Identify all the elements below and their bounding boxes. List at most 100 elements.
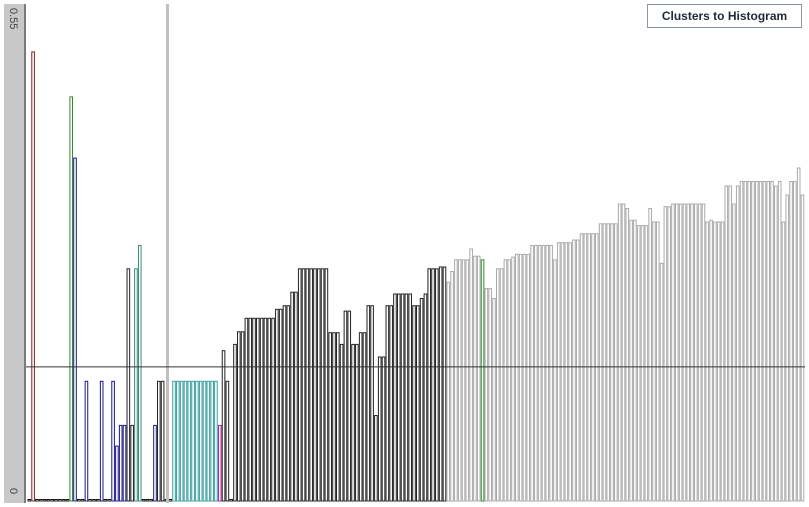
histogram-bar[interactable] — [351, 343, 355, 502]
histogram-bar[interactable] — [545, 244, 550, 502]
histogram-bar[interactable] — [732, 203, 736, 502]
histogram-bar[interactable] — [278, 308, 283, 502]
clusters-to-histogram-button[interactable]: Clusters to Histogram — [647, 4, 802, 28]
histogram-bar[interactable] — [233, 343, 237, 502]
histogram-bar[interactable] — [678, 203, 683, 502]
histogram-bar[interactable] — [57, 499, 62, 502]
histogram-bar[interactable] — [606, 223, 611, 502]
histogram-bar[interactable] — [252, 317, 256, 502]
histogram-bar[interactable] — [648, 208, 652, 502]
histogram-bar[interactable] — [705, 221, 710, 502]
histogram-bar[interactable] — [785, 194, 790, 502]
histogram-bar[interactable] — [751, 181, 755, 502]
histogram-bar[interactable] — [534, 244, 538, 502]
histogram-bar[interactable] — [202, 380, 207, 502]
histogram-bar[interactable] — [636, 225, 641, 502]
histogram-bar[interactable] — [713, 221, 717, 502]
histogram-bar[interactable] — [716, 221, 721, 502]
histogram-bar[interactable] — [214, 380, 218, 502]
histogram-bar[interactable] — [423, 293, 428, 502]
histogram-bar[interactable] — [652, 221, 656, 502]
histogram-bar[interactable] — [301, 268, 306, 502]
histogram-bar[interactable] — [663, 206, 668, 502]
histogram-bar[interactable] — [381, 356, 386, 502]
histogram-bar[interactable] — [179, 380, 184, 502]
histogram-bar[interactable] — [240, 331, 245, 502]
histogram-bar[interactable] — [800, 194, 805, 502]
histogram-bar[interactable] — [50, 499, 54, 502]
histogram-bar[interactable] — [210, 380, 214, 502]
histogram-bar[interactable] — [263, 317, 268, 502]
histogram-bar[interactable] — [438, 266, 443, 502]
histogram-bar[interactable] — [518, 253, 523, 502]
histogram-bar[interactable] — [343, 310, 348, 502]
histogram-bar[interactable] — [617, 203, 622, 502]
histogram-bar[interactable] — [667, 206, 671, 502]
histogram-bar[interactable] — [427, 268, 432, 502]
histogram-bar[interactable] — [259, 317, 264, 502]
histogram-bar[interactable] — [118, 424, 123, 502]
histogram-bar[interactable] — [73, 157, 77, 502]
histogram-bar[interactable] — [267, 317, 272, 502]
histogram-bar[interactable] — [141, 499, 146, 502]
histogram-bar[interactable] — [454, 259, 458, 502]
histogram-bar[interactable] — [629, 219, 633, 502]
histogram-bar[interactable] — [35, 499, 39, 502]
histogram-bar[interactable] — [568, 242, 572, 502]
histogram-bar[interactable] — [602, 223, 607, 502]
histogram-bar[interactable] — [522, 253, 527, 502]
histogram-bar[interactable] — [328, 332, 333, 502]
histogram-bar[interactable] — [172, 380, 176, 502]
histogram-bar[interactable] — [347, 310, 352, 502]
histogram-bar[interactable] — [65, 499, 70, 502]
histogram-bar[interactable] — [625, 208, 630, 502]
histogram-bar[interactable] — [476, 255, 481, 502]
histogram-bar[interactable] — [743, 181, 748, 502]
histogram-bar[interactable] — [530, 244, 534, 502]
histogram-bar[interactable] — [137, 244, 142, 502]
histogram-bar[interactable] — [54, 499, 58, 502]
histogram-bar[interactable] — [724, 185, 729, 502]
histogram-bar[interactable] — [686, 203, 691, 502]
histogram-bar[interactable] — [77, 499, 81, 502]
histogram-bar[interactable] — [198, 380, 203, 502]
histogram-bar[interactable] — [400, 293, 405, 502]
histogram-bar[interactable] — [682, 203, 687, 502]
histogram-bar[interactable] — [446, 281, 451, 502]
histogram-bar[interactable] — [275, 308, 279, 502]
histogram-bar[interactable] — [556, 242, 561, 502]
histogram-bar[interactable] — [762, 181, 767, 502]
histogram-bar[interactable] — [781, 221, 786, 502]
histogram-bar[interactable] — [473, 255, 477, 502]
histogram-bar[interactable] — [720, 221, 725, 502]
histogram-bar[interactable] — [789, 181, 793, 502]
histogram-bar[interactable] — [336, 332, 340, 502]
histogram-bar[interactable] — [694, 203, 698, 502]
histogram-bar[interactable] — [225, 380, 230, 502]
histogram-bar[interactable] — [111, 380, 115, 502]
histogram-bar[interactable] — [469, 248, 473, 502]
histogram-bar[interactable] — [770, 181, 774, 502]
histogram-bar[interactable] — [644, 225, 649, 502]
histogram-bar[interactable] — [297, 268, 302, 502]
histogram-bar[interactable] — [366, 305, 371, 502]
histogram-bar[interactable] — [431, 268, 435, 502]
histogram-bar[interactable] — [370, 305, 374, 502]
histogram-bar[interactable] — [103, 499, 108, 502]
histogram-bar[interactable] — [27, 499, 32, 502]
histogram-bar[interactable] — [61, 499, 66, 502]
histogram-bar[interactable] — [153, 424, 157, 502]
histogram-bar[interactable] — [389, 305, 393, 502]
histogram-bar[interactable] — [305, 268, 310, 502]
histogram-bar[interactable] — [99, 380, 104, 502]
histogram-bar[interactable] — [614, 223, 618, 502]
histogram-bar[interactable] — [88, 499, 93, 502]
histogram-bar[interactable] — [38, 499, 43, 502]
histogram-bar[interactable] — [122, 424, 127, 502]
histogram-bar[interactable] — [80, 499, 85, 502]
histogram-bar[interactable] — [396, 293, 401, 502]
histogram-bar[interactable] — [115, 445, 119, 502]
histogram-bar[interactable] — [168, 499, 173, 502]
histogram-bar[interactable] — [793, 181, 797, 502]
